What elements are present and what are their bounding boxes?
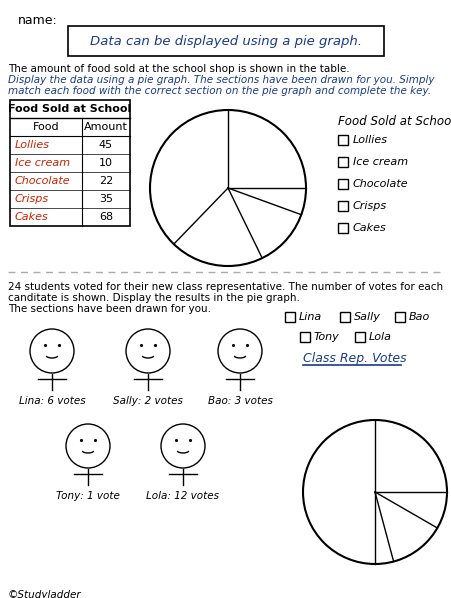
Text: 68: 68 [99, 212, 113, 222]
Text: Crisps: Crisps [15, 194, 49, 204]
Text: Ice cream: Ice cream [15, 158, 70, 168]
Text: Sally: 2 votes: Sally: 2 votes [113, 396, 183, 406]
Bar [299, 332, 309, 342]
Text: Cakes: Cakes [15, 212, 49, 222]
Text: ©Studyladder: ©Studyladder [8, 590, 82, 598]
Text: Class Rep. Votes: Class Rep. Votes [302, 352, 406, 365]
Text: Ice cream: Ice cream [352, 157, 407, 167]
FancyBboxPatch shape [68, 26, 383, 56]
Bar [394, 312, 404, 322]
Text: Amount: Amount [84, 122, 128, 132]
Text: name:: name: [18, 14, 58, 27]
Bar [10, 100, 130, 226]
Text: Food: Food [32, 122, 59, 132]
Bar [337, 135, 347, 145]
Text: Lina: 6 votes: Lina: 6 votes [18, 396, 85, 406]
Text: Chocolate: Chocolate [15, 176, 70, 186]
Text: Bao: Bao [408, 312, 429, 322]
Bar [339, 312, 349, 322]
Text: 45: 45 [99, 140, 113, 150]
Text: canditate is shown. Display the results in the pie graph.: canditate is shown. Display the results … [8, 293, 299, 303]
Text: Lina: Lina [299, 312, 322, 322]
Text: Tony: Tony [313, 332, 339, 342]
Text: 10: 10 [99, 158, 113, 168]
Text: Lollies: Lollies [15, 140, 50, 150]
Bar [285, 312, 295, 322]
Text: Lollies: Lollies [352, 135, 387, 145]
Text: Display the data using a pie graph. The sections have been drawn for you. Simply: Display the data using a pie graph. The … [8, 75, 433, 85]
Bar [337, 201, 347, 211]
Text: Chocolate: Chocolate [352, 179, 408, 189]
Text: Food Sold at School: Food Sold at School [337, 115, 451, 128]
Text: Crisps: Crisps [352, 201, 386, 211]
Text: 24 students voted for their new class representative. The number of votes for ea: 24 students voted for their new class re… [8, 282, 442, 292]
Bar [337, 223, 347, 233]
Text: Cakes: Cakes [352, 223, 386, 233]
Bar [337, 157, 347, 167]
Text: The amount of food sold at the school shop is shown in the table.: The amount of food sold at the school sh… [8, 64, 349, 74]
Text: Food Sold at School: Food Sold at School [9, 104, 131, 114]
Text: Lola: Lola [368, 332, 391, 342]
Text: 22: 22 [99, 176, 113, 186]
Text: The sections have been drawn for you.: The sections have been drawn for you. [8, 304, 211, 314]
Text: Lola: 12 votes: Lola: 12 votes [146, 491, 219, 501]
Text: Sally: Sally [353, 312, 380, 322]
Text: Data can be displayed using a pie graph.: Data can be displayed using a pie graph. [90, 35, 361, 47]
Text: 35: 35 [99, 194, 113, 204]
Bar [354, 332, 364, 342]
Text: Tony: 1 vote: Tony: 1 vote [56, 491, 120, 501]
Bar [337, 179, 347, 189]
Text: Bao: 3 votes: Bao: 3 votes [207, 396, 272, 406]
Text: match each food with the correct section on the pie graph and complete the key.: match each food with the correct section… [8, 86, 430, 96]
